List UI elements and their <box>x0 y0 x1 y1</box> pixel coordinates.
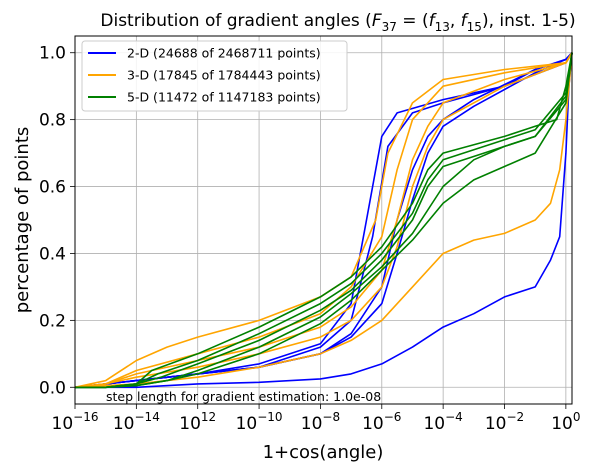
series-line-9 <box>74 52 573 389</box>
x-tick-label: 100 <box>551 410 580 434</box>
x-tick-label: 10−10 <box>236 410 283 434</box>
series-line-11 <box>75 52 573 389</box>
series-line-3 <box>74 52 573 389</box>
y-tick-label: 1.0 <box>39 44 66 64</box>
step-length-annotation: step length for gradient estimation: 1.0… <box>106 389 381 404</box>
y-tick-label: 0.2 <box>39 311 66 331</box>
y-tick-label: 0.8 <box>39 111 66 131</box>
y-axis-ticks: 0.0 0.2 0.4 0.6 0.8 1.0 <box>39 44 75 398</box>
series-line-14 <box>75 52 573 389</box>
series-layer <box>74 52 573 389</box>
y-tick-label: 0.4 <box>39 244 66 264</box>
legend-box <box>81 40 348 112</box>
x-tick-label: 10−14 <box>113 410 160 434</box>
x-tick-label: 1012 <box>179 410 216 434</box>
x-axis-label: 1+cos(angle) <box>263 442 384 463</box>
series-line-10 <box>75 52 573 389</box>
y-tick-label: 0.0 <box>39 378 66 398</box>
x-tick-label: 10−2 <box>485 410 524 434</box>
legend-label-5d: 5-D (11472 of 1147183 points) <box>127 90 321 105</box>
legend: 2-D (24688 of 2468711 points) 3-D (17845… <box>81 40 348 112</box>
legend-label-3d: 3-D (17845 of 1784443 points) <box>127 68 321 83</box>
x-axis-ticks: 10−16 10−14 1012 10−10 10−8 10−6 10−4 10−2 100 <box>52 404 581 434</box>
y-axis-label: percentage of points <box>12 127 33 314</box>
x-tick-label: 10−6 <box>362 410 401 434</box>
series-line-4 <box>75 52 573 389</box>
legend-label-2d: 2-D (24688 of 2468711 points) <box>127 46 321 61</box>
x-tick-label: 10−8 <box>301 410 340 434</box>
y-tick-label: 0.6 <box>39 178 66 198</box>
x-tick-label: 10−16 <box>52 410 99 434</box>
chart-title: Distribution of gradient angles (F37 = (… <box>100 11 575 34</box>
x-tick-label: 10−4 <box>423 410 462 434</box>
plot-frame <box>74 35 573 405</box>
